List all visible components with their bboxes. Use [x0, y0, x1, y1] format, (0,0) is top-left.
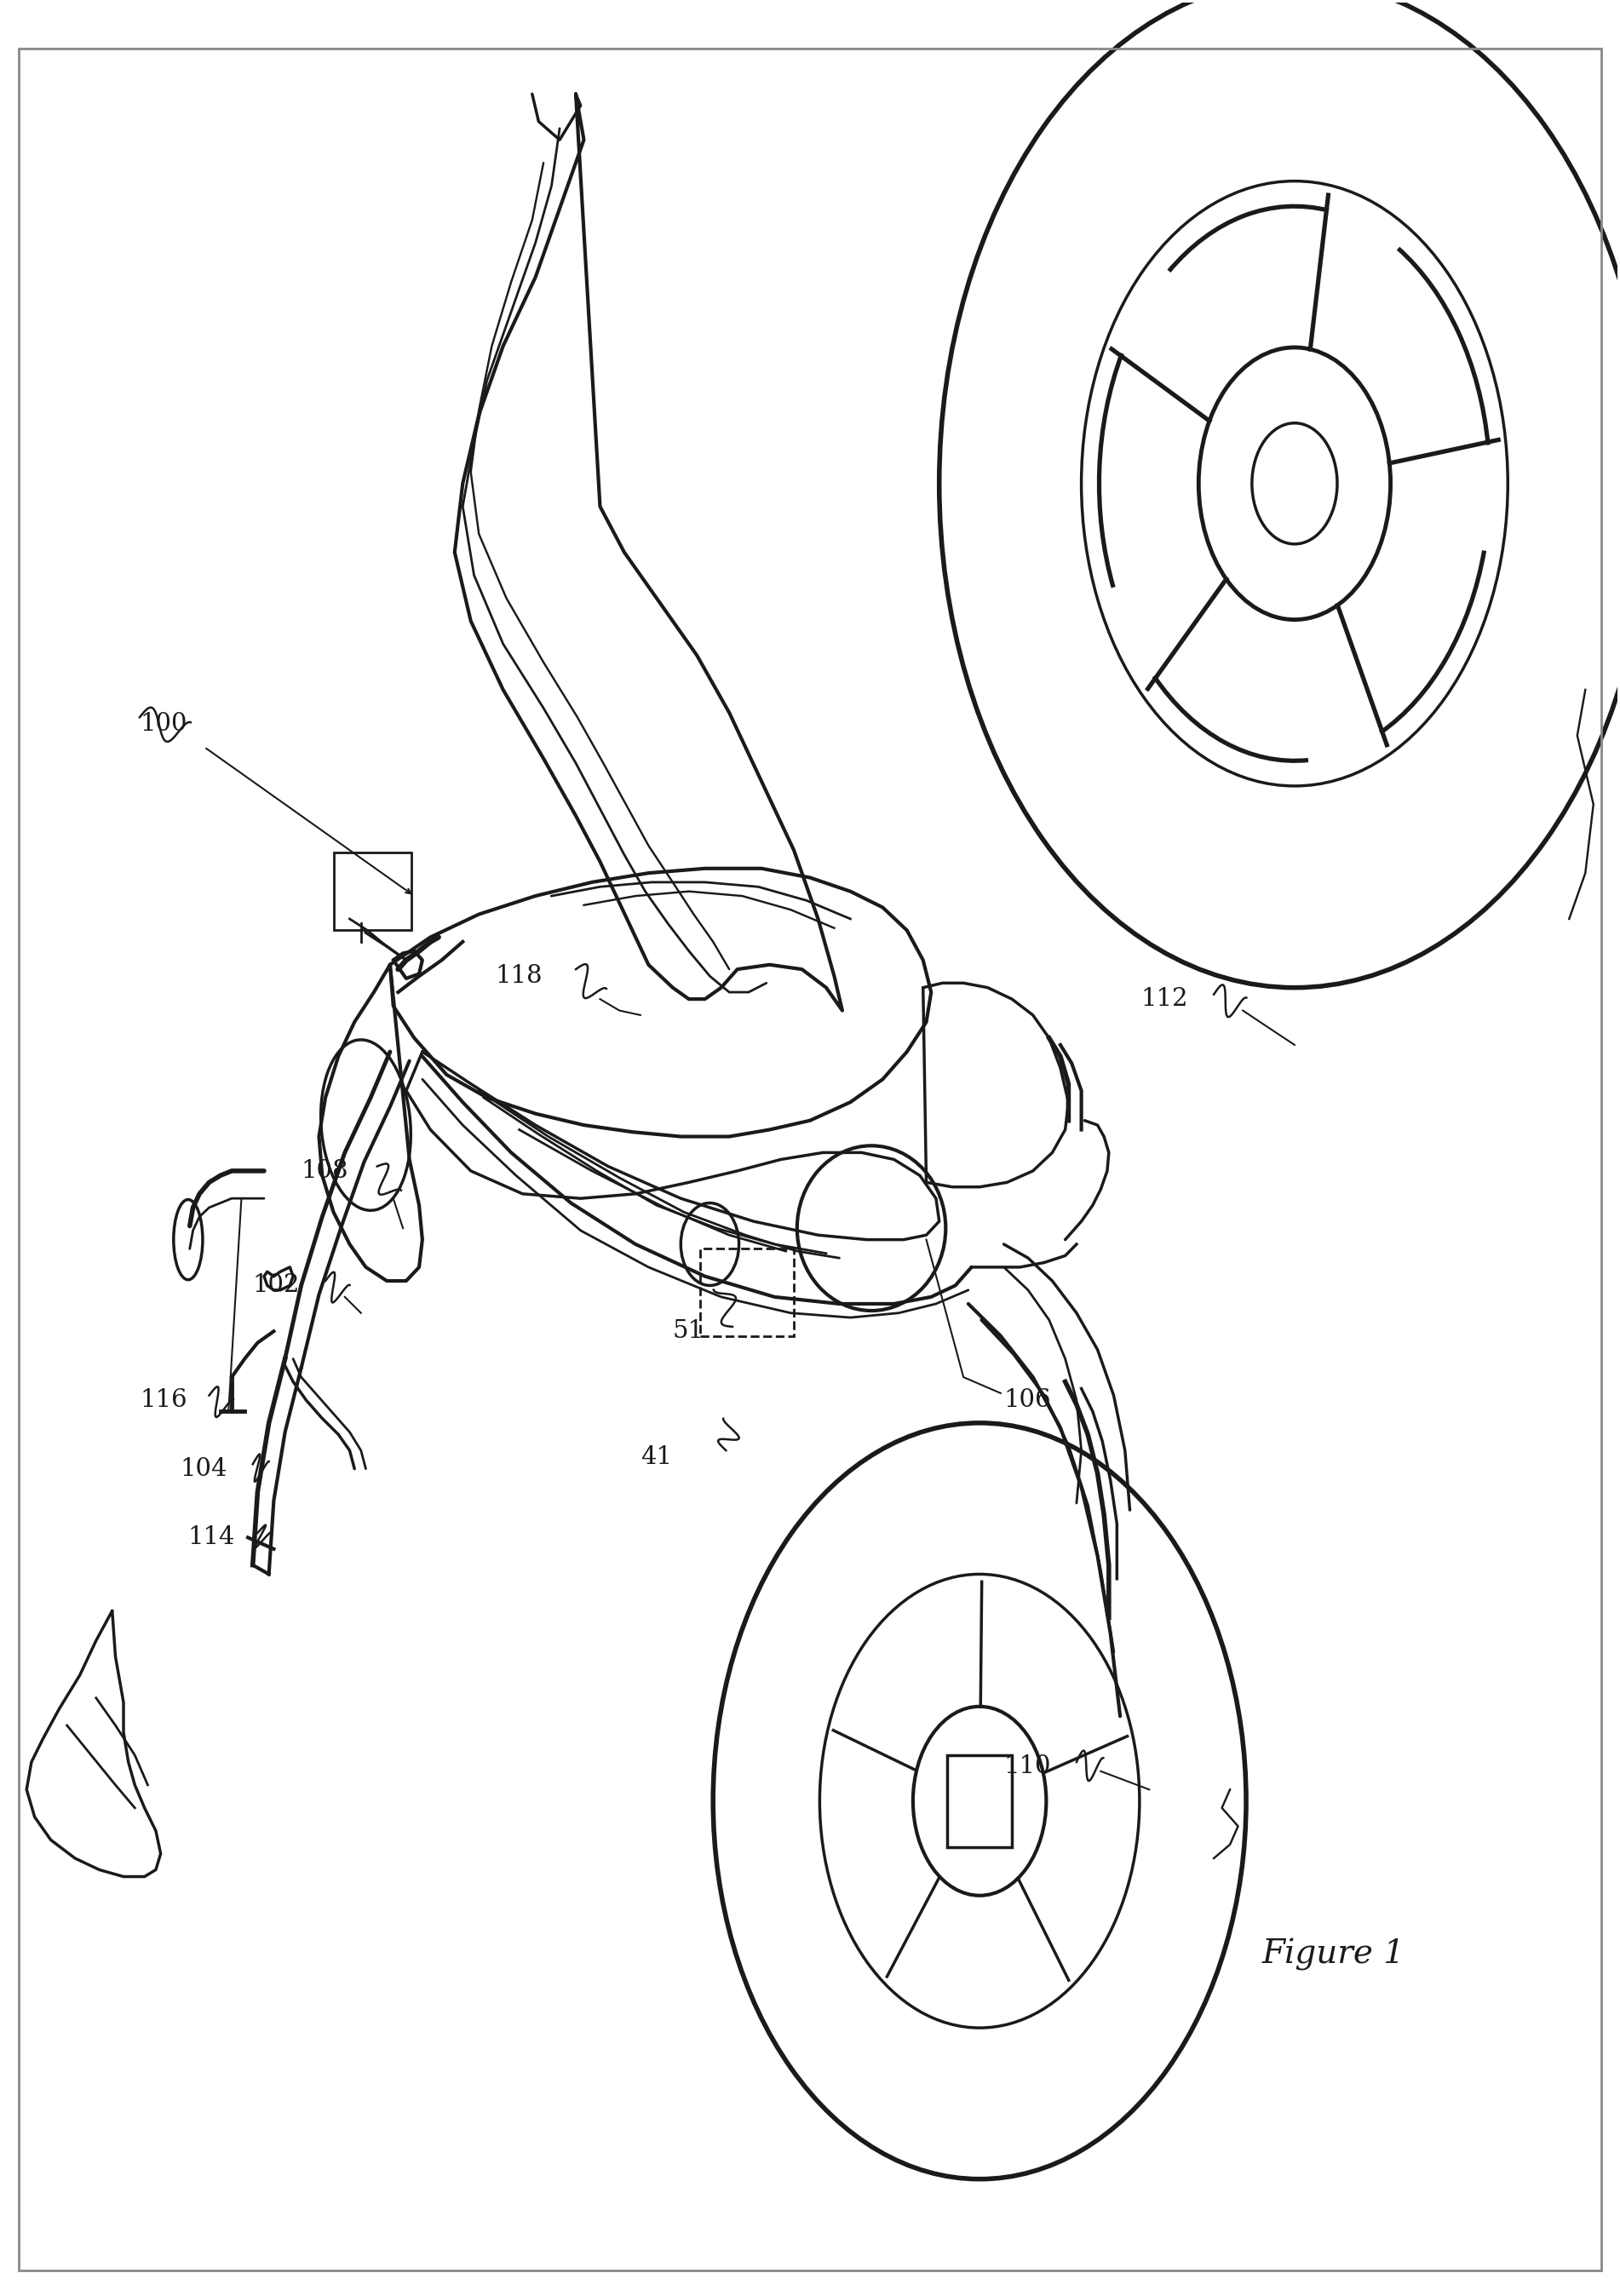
Text: 100: 100 — [139, 712, 186, 737]
Text: 102: 102 — [253, 1274, 300, 1297]
FancyBboxPatch shape — [334, 852, 411, 930]
Text: 114: 114 — [188, 1525, 235, 1550]
Text: 116: 116 — [139, 1389, 186, 1412]
Text: 106: 106 — [1004, 1389, 1051, 1412]
Text: 104: 104 — [180, 1458, 227, 1481]
Text: 118: 118 — [496, 964, 543, 987]
Text: 51: 51 — [672, 1320, 705, 1343]
Circle shape — [1252, 422, 1337, 544]
Text: 110: 110 — [1004, 1754, 1051, 1779]
FancyBboxPatch shape — [948, 1754, 1012, 1846]
Text: 112: 112 — [1140, 987, 1189, 1010]
Text: 41: 41 — [640, 1446, 672, 1469]
Circle shape — [953, 1763, 1006, 1839]
Text: 108: 108 — [301, 1159, 348, 1182]
Text: Figure 1: Figure 1 — [1262, 1938, 1406, 1970]
